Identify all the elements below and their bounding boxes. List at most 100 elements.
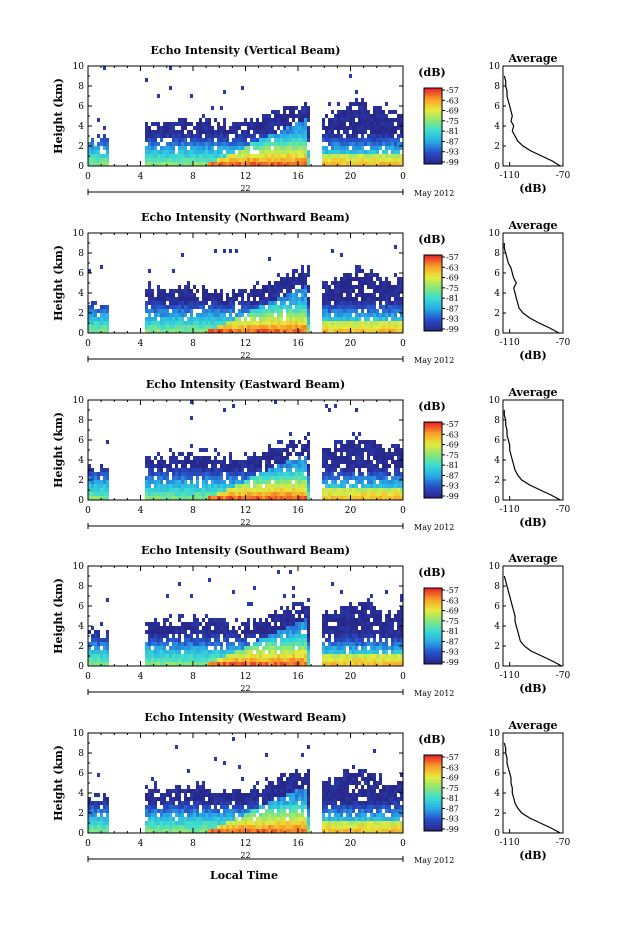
average-x-tick-label: -70 [556,338,571,348]
colorbar [423,254,443,332]
heatmap-cells [88,570,403,666]
y-axis-label: Height (km) [52,412,65,488]
colorbar-unit: (dB) [418,400,445,413]
x-tick-label: 20 [345,339,357,349]
colorbar-tick-label: -93 [446,482,459,491]
heatmap-cells [88,245,403,333]
panel-title: Echo Intensity (Northward Beam) [141,211,350,224]
x-tick-label: 8 [190,506,196,516]
colorbar-tick-label: -63 [446,96,459,105]
y-tick-label: 8 [78,416,84,426]
x-tick-label: 4 [138,172,144,182]
colorbar [423,87,443,165]
colorbar-tick-label: -87 [446,804,459,813]
average-profile-line [503,742,561,834]
colorbar-tick-label: -99 [446,658,459,667]
average-x-label: (dB) [519,682,546,695]
average-title: Average [507,386,557,399]
colorbar-tick-label: -87 [446,304,459,313]
colorbar-tick-label: -69 [446,607,459,616]
x-tick-label: 20 [345,839,357,849]
x-tick-label: 16 [292,839,304,849]
average-y-tick-label: 4 [494,622,500,632]
x-tick-label: 4 [138,672,144,682]
colorbar-unit: (dB) [418,66,445,79]
colorbar [423,421,443,499]
average-x-tick-label: -110 [500,505,520,515]
average-title: Average [507,719,557,732]
panel-0: Echo Intensity (Vertical Beam) 0 2 4 6 8 10 Hei… [52,44,571,198]
colorbar-tick-label: -75 [446,284,459,293]
y-tick-label: 8 [78,82,84,92]
x-tick-label: 0 [400,839,406,849]
x-tick-label: 12 [240,172,251,182]
x-tick-label: 20 [345,506,357,516]
average-y-tick-label: 0 [494,829,500,839]
average-profile-line [503,575,562,667]
x-tick-label: 8 [190,672,196,682]
x-tick-label: 16 [292,339,304,349]
average-profile-line [503,410,561,501]
colorbar-tick-label: -81 [446,794,459,803]
colorbar-tick-label: -75 [446,451,459,460]
average-y-tick-label: 8 [494,249,500,259]
average-y-tick-label: 2 [494,642,500,652]
x-tick-label: 0 [400,172,406,182]
month-label: May 2012 [414,523,454,532]
panel-4: Echo Intensity (Westward Beam) 0 2 4 6 8 10 Hei… [52,711,571,865]
y-tick-label: 2 [78,642,84,652]
average-y-tick-label: 0 [494,662,500,672]
average-x-tick-label: -70 [556,505,571,515]
average-y-tick-label: 6 [494,102,500,112]
average-x-label: (dB) [519,349,546,362]
average-y-tick-label: 8 [494,749,500,759]
x-tick-label: 0 [85,672,91,682]
y-tick-label: 2 [78,142,84,152]
average-y-tick-label: 6 [494,269,500,279]
y-tick-label: 4 [78,622,84,632]
average-y-tick-label: 10 [489,396,501,406]
y-tick-label: 4 [78,789,84,799]
y-tick-label: 4 [78,456,84,466]
panel-title: Echo Intensity (Westward Beam) [144,711,346,724]
x-tick-label: 16 [292,506,304,516]
average-y-tick-label: 4 [494,456,500,466]
average-title: Average [507,52,557,65]
y-axis-label: Height (km) [52,78,65,154]
average-y-tick-label: 2 [494,809,500,819]
y-tick-label: 2 [78,476,84,486]
colorbar [423,754,443,832]
y-tick-label: 10 [73,396,85,406]
colorbar-tick-label: -75 [446,784,459,793]
average-x-label: (dB) [519,849,546,862]
average-y-tick-label: 4 [494,122,500,132]
average-x-tick-label: -110 [500,838,520,848]
colorbar-tick-label: -57 [446,753,459,762]
x-tick-label: 0 [400,672,406,682]
panel-2: Echo Intensity (Eastward Beam) 0 2 4 6 8 10 Hei… [52,378,571,532]
x-tick-label: 12 [240,672,251,682]
colorbar-tick-label: -57 [446,86,459,95]
colorbar-tick-label: -99 [446,158,459,167]
average-frame [502,399,564,501]
x-tick-label: 8 [190,839,196,849]
colorbar-tick-label: -87 [446,637,459,646]
heatmap-cells [88,400,403,500]
colorbar-tick-label: -57 [446,586,459,595]
colorbar-tick-label: -63 [446,430,459,439]
x-tick-label: 4 [138,839,144,849]
colorbar-tick-label: -87 [446,137,459,146]
colorbar-tick-label: -87 [446,471,459,480]
average-frame [502,232,564,334]
average-y-tick-label: 8 [494,82,500,92]
x-tick-label: 0 [400,339,406,349]
y-tick-label: 4 [78,289,84,299]
x-tick-label: 12 [240,506,251,516]
colorbar-tick-label: -63 [446,596,459,605]
average-x-label: (dB) [519,182,546,195]
colorbar-tick-label: -99 [446,492,459,501]
colorbar-tick-label: -69 [446,274,459,283]
colorbar-tick-label: -75 [446,117,459,126]
average-x-tick-label: -110 [500,671,520,681]
x-tick-label: 16 [292,672,304,682]
